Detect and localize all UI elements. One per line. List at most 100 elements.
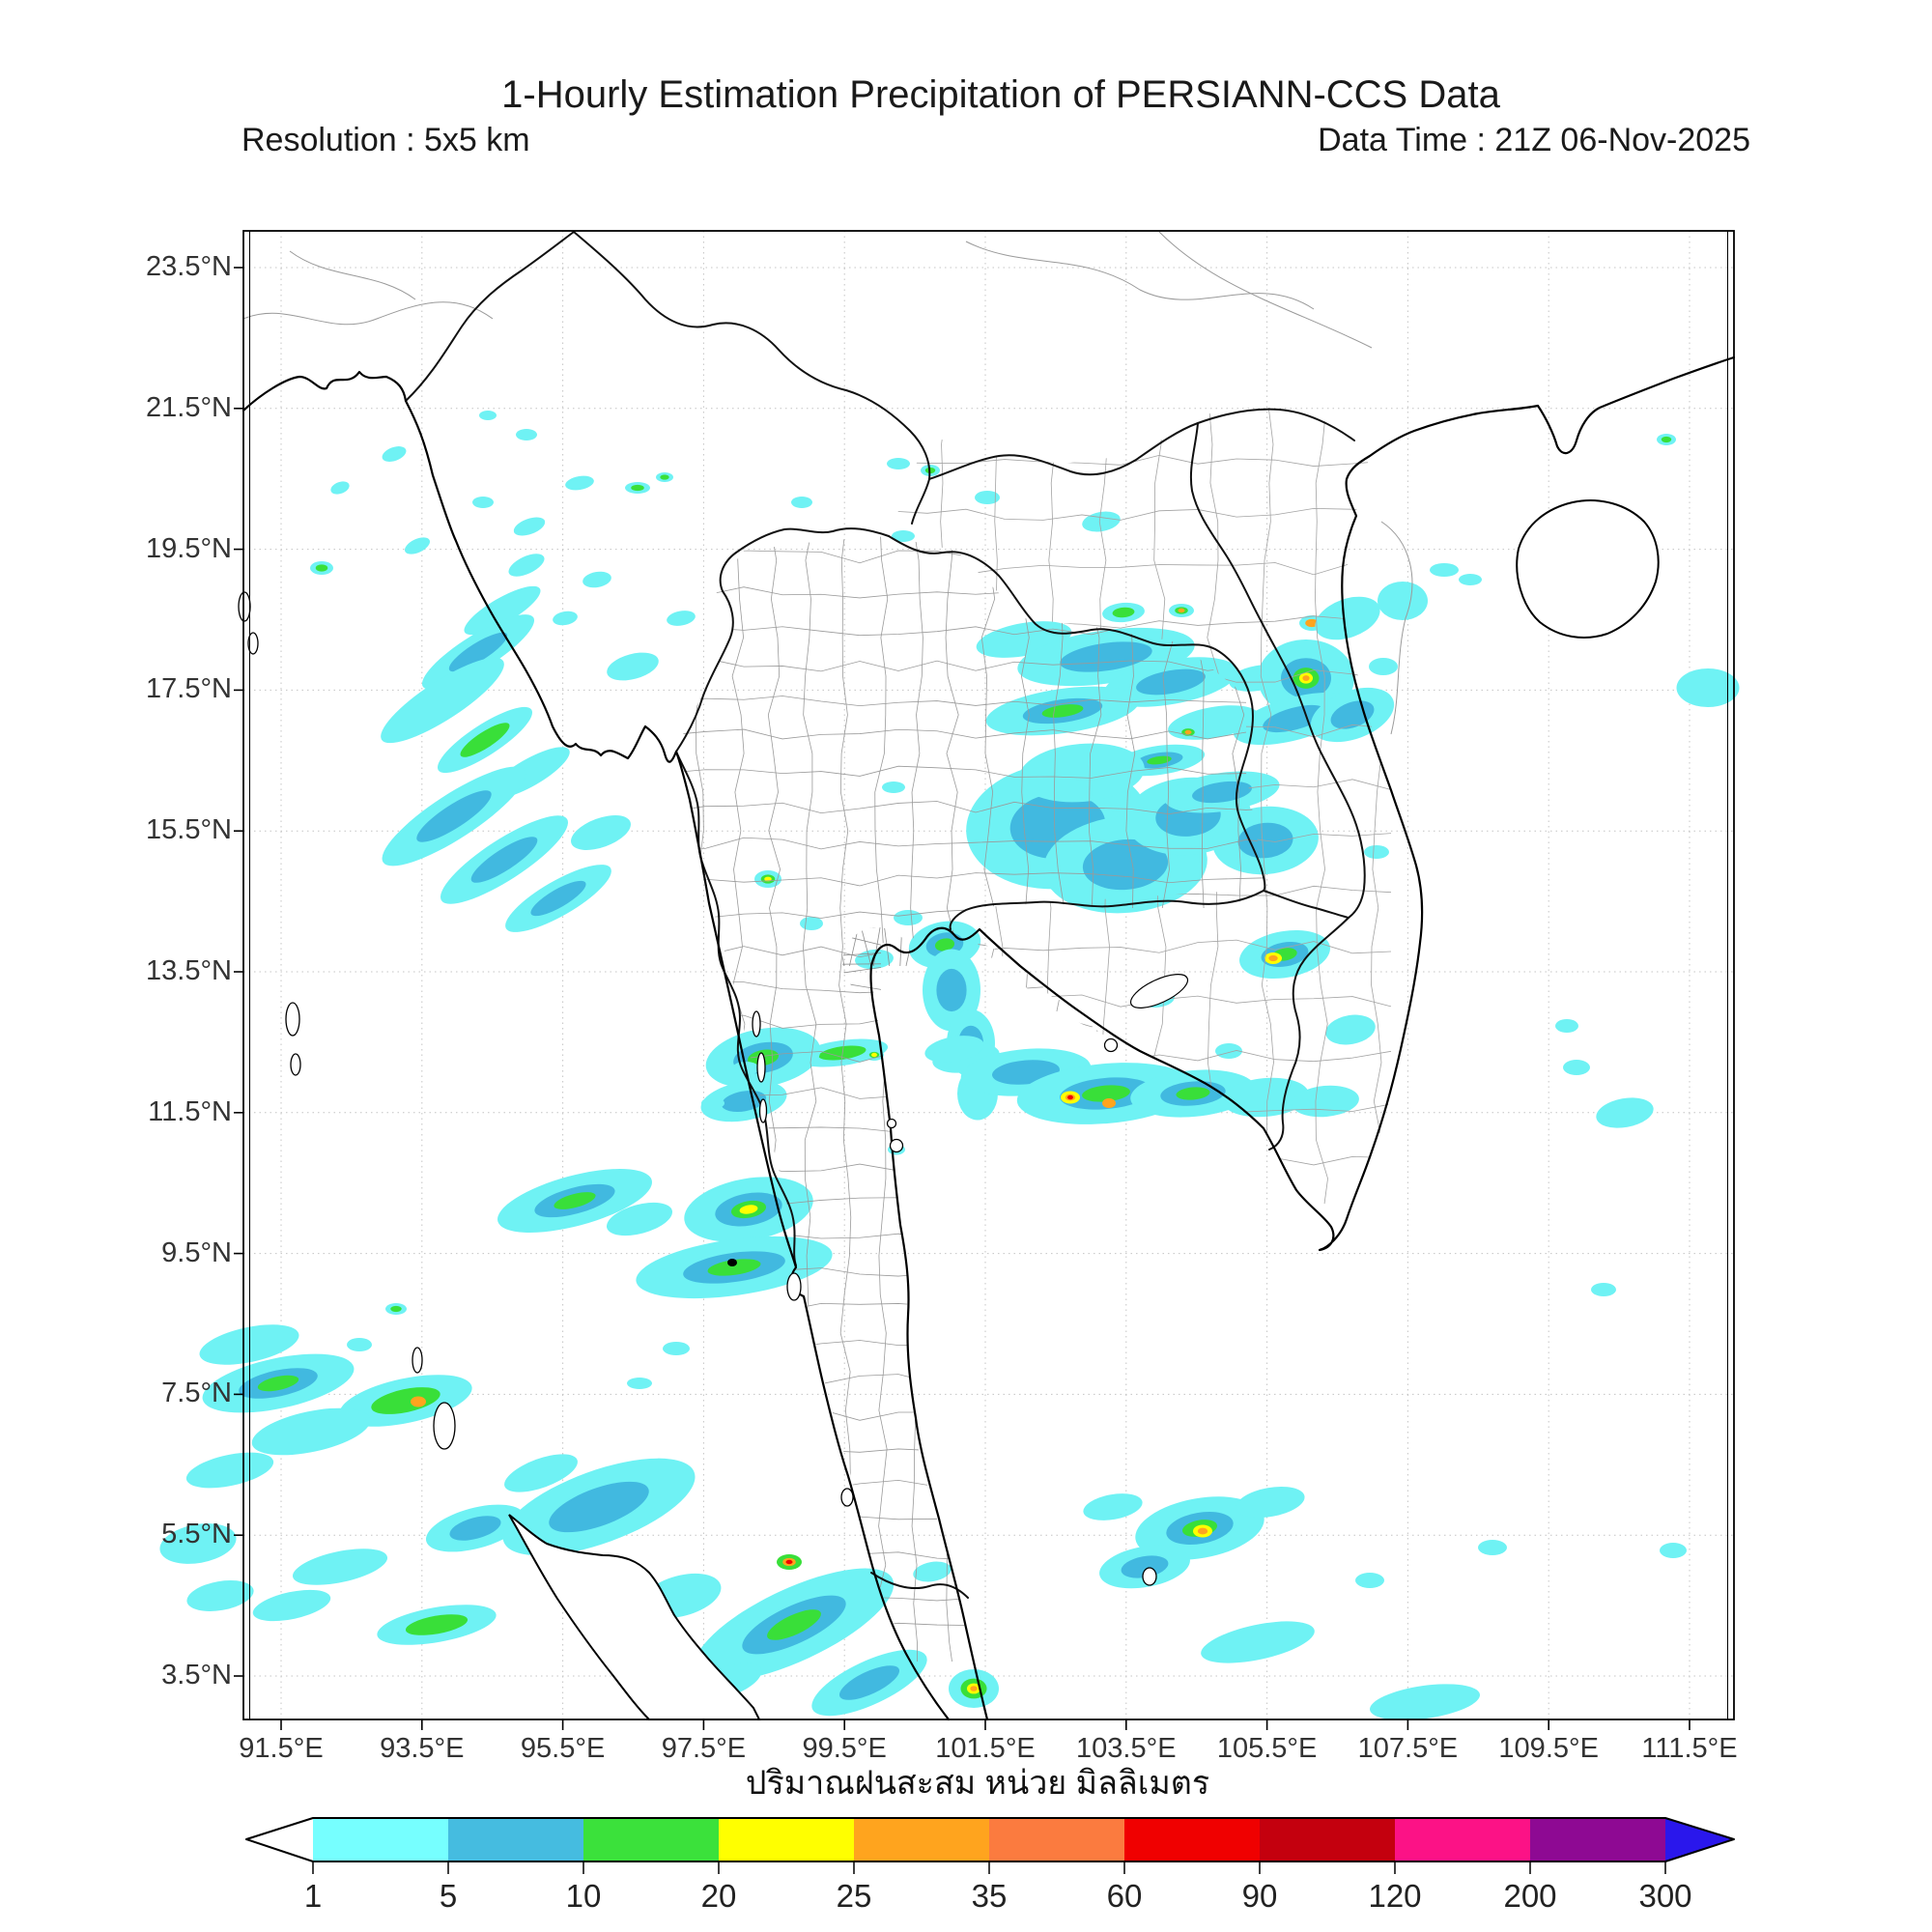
precip-blob [1201, 1621, 1315, 1663]
precip-blob [1661, 436, 1672, 443]
precip-blob [1430, 563, 1459, 577]
precip-blob [554, 1192, 596, 1209]
precip-blob [1083, 1493, 1143, 1520]
precip-blob [381, 657, 504, 744]
precip-blob [1184, 729, 1192, 735]
precip-blob [1676, 668, 1740, 707]
precip-blob [1147, 755, 1172, 765]
precip-blob [470, 837, 538, 883]
colorbar-tick-label: 20 [700, 1878, 737, 1914]
precip-blob [1082, 838, 1169, 891]
lat-tick-label: 11.5°N [148, 1095, 232, 1127]
precip-blob [1369, 658, 1398, 675]
precip-blob [1041, 704, 1084, 718]
precip-blob [1305, 618, 1319, 628]
tonle-sap-lake [1129, 974, 1189, 1009]
sumatra-island [508, 1514, 761, 1720]
lat-tick-label: 3.5°N [161, 1660, 232, 1690]
precip-blob [553, 611, 578, 626]
precip-blob [1370, 1684, 1480, 1720]
island [412, 1347, 423, 1374]
island [752, 1010, 761, 1037]
island [786, 1272, 802, 1301]
precip-blob [1082, 1085, 1130, 1102]
lon-tick-label: 101.5°E [935, 1733, 1036, 1764]
precip-blob [1478, 1540, 1507, 1555]
colorbar-segment [854, 1818, 989, 1861]
precip-blob [707, 1259, 761, 1276]
precip-blob [1263, 704, 1326, 733]
precip-blob [565, 475, 594, 491]
colorbar-tick-label: 1 [303, 1878, 323, 1914]
precip-blob [785, 1559, 793, 1565]
lat-tick-label: 23.5°N [146, 251, 232, 282]
precip-blob [1136, 668, 1206, 696]
precip-blob [882, 781, 905, 793]
precip-blob [871, 1052, 877, 1058]
precip-blob [701, 1097, 724, 1109]
precip-blob [371, 1387, 440, 1414]
lon-tick-label: 99.5°E [802, 1733, 887, 1764]
colorbar-tick-label: 200 [1503, 1878, 1557, 1914]
lat-tick-label: 17.5°N [146, 673, 232, 705]
axis-ticks [234, 267, 1690, 1730]
precip-blob [186, 1580, 254, 1611]
page-title: 1-Hourly Estimation Precipitation of PER… [501, 73, 1500, 116]
lon-tick-label: 95.5°E [520, 1733, 606, 1764]
lon-tick-label: 103.5°E [1076, 1733, 1177, 1764]
precip-blob [405, 1614, 469, 1635]
precip-blob [1215, 1043, 1242, 1059]
precip-blob [464, 585, 541, 636]
precip-blob [411, 1396, 426, 1407]
colorbar-underflow-arrow [246, 1818, 313, 1861]
precip-blob [767, 1609, 821, 1640]
lon-tick-label: 107.5°E [1357, 1733, 1459, 1764]
colorbar-tick-label: 60 [1106, 1878, 1143, 1914]
island [238, 591, 251, 622]
colorbar-tick-label: 35 [971, 1878, 1008, 1914]
precip-blob [1082, 511, 1121, 532]
colorbar-segment [1395, 1818, 1530, 1861]
precip-blob [549, 1481, 649, 1533]
precip-blob [1660, 1543, 1687, 1558]
island [247, 632, 259, 655]
precip-blob [1060, 641, 1152, 672]
lat-tick-label: 13.5°N [146, 955, 232, 986]
precip-blob [1102, 1098, 1116, 1108]
colorbar-segment [1124, 1818, 1260, 1861]
precip-blob [1591, 1283, 1616, 1296]
island [1142, 1567, 1157, 1586]
colorbar-segment [1530, 1818, 1665, 1861]
precip-blob [1555, 1019, 1578, 1033]
map-frame [242, 230, 1735, 1720]
lon-tick-label: 97.5°E [661, 1733, 747, 1764]
small-islands [238, 591, 1189, 1586]
island [290, 1053, 301, 1076]
precip-blob [504, 1454, 578, 1492]
precip-blob [382, 446, 407, 462]
colorbar-tick-label: 5 [439, 1878, 458, 1914]
precip-blob [1459, 574, 1482, 585]
precip-blob [404, 537, 431, 554]
lat-tick-label: 19.5°N [146, 532, 232, 564]
precip-blob [1355, 1573, 1384, 1588]
precip-blob [472, 497, 494, 508]
precip-blob [970, 1686, 978, 1691]
precip-blob [1596, 1097, 1654, 1128]
precip-blob [924, 1036, 984, 1063]
precip-blob [508, 554, 545, 577]
precip-blob [607, 652, 659, 681]
precip-blob [1563, 1060, 1590, 1075]
lat-tick-label: 21.5°N [146, 391, 232, 423]
lat-tick-label: 7.5°N [161, 1378, 232, 1409]
lat-tick-label: 15.5°N [146, 814, 232, 846]
precip-blob [1268, 954, 1278, 962]
precip-blob [251, 1407, 371, 1456]
precip-blob [764, 876, 772, 882]
colorbar-caption: ปริมาณฝนสะสม หน่วย มิลลิเมตร [745, 1765, 1210, 1802]
precip-blob [631, 484, 644, 492]
precip-blob [660, 474, 669, 480]
precip-blob [1325, 1014, 1376, 1045]
precip-blob [800, 917, 823, 930]
